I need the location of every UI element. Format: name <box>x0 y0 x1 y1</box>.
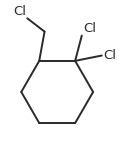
Text: Cl: Cl <box>83 22 96 35</box>
Text: Cl: Cl <box>103 49 116 62</box>
Text: Cl: Cl <box>13 5 26 18</box>
